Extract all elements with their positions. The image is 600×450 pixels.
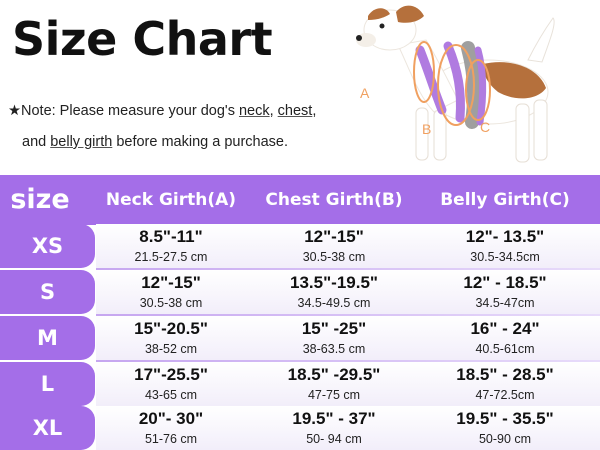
belly-cell: 12" - 18.5" 34.5-47cm	[424, 270, 586, 314]
chest-cell: 13.5"-19.5" 34.5-49.5 cm	[253, 270, 415, 314]
chest-inches: 15" -25"	[301, 319, 367, 338]
chest-inches: 13.5"-19.5"	[290, 273, 378, 292]
row-divider	[96, 314, 600, 316]
size-label: XL	[0, 406, 95, 450]
neck-cell: 20"- 30" 51-76 cm	[96, 406, 246, 450]
belly-cm: 50-90 cm	[478, 432, 532, 446]
note-comma-1: ,	[269, 103, 278, 119]
header-size: size	[10, 184, 70, 215]
row-background	[96, 270, 600, 314]
table-row: S 12"-15" 30.5-38 cm 13.5"-19.5" 34.5-49.5…	[0, 270, 600, 316]
note-chest: chest	[277, 103, 313, 119]
size-label: XS	[0, 224, 95, 268]
neck-cm: 43-65 cm	[144, 388, 198, 402]
belly-cm: 47-72.5cm	[475, 388, 535, 402]
neck-inches: 8.5"-11"	[139, 227, 203, 246]
belly-inches: 12"- 13.5"	[465, 227, 545, 246]
star-icon: ★	[8, 103, 21, 119]
note-line-2: and belly girth before making a purchase…	[8, 127, 403, 158]
neck-cm: 51-76 cm	[144, 432, 198, 446]
belly-cm: 34.5-47cm	[475, 296, 535, 310]
note-and: and	[22, 134, 51, 150]
belly-inches: 18.5" - 28.5"	[456, 365, 554, 384]
size-label: M	[0, 316, 95, 360]
chest-cell: 12"-15" 30.5-38 cm	[253, 224, 415, 268]
neck-inches: 20"- 30"	[138, 409, 204, 428]
size-label: S	[0, 270, 95, 314]
neck-inches: 15"-20.5"	[134, 319, 208, 338]
chest-cm: 47-75 cm	[307, 388, 361, 402]
chest-cm: 34.5-49.5 cm	[297, 296, 371, 310]
size-label: L	[0, 362, 95, 406]
note-prefix: Note: Please measure your dog's	[21, 103, 239, 119]
header-neck-girth: Neck Girth(A)	[105, 190, 237, 210]
table-row: L 17"-25.5" 43-65 cm 18.5" -29.5" 47-75 cm…	[0, 362, 600, 408]
row-divider	[96, 360, 600, 362]
table-row: M 15"-20.5" 38-52 cm 15" -25" 38-63.5 cm 1…	[0, 316, 600, 362]
measure-label-b: B	[422, 121, 431, 137]
neck-cell: 17"-25.5" 43-65 cm	[96, 362, 246, 406]
note-neck: neck	[238, 103, 270, 119]
row-background	[96, 362, 600, 406]
belly-cell: 19.5" - 35.5" 50-90 cm	[424, 406, 586, 450]
belly-cm: 40.5-61cm	[475, 342, 535, 356]
measurement-note: ★Note: Please measure your dog's neck, c…	[8, 96, 403, 158]
chest-cm: 50- 94 cm	[306, 432, 362, 446]
belly-cell: 16" - 24" 40.5-61cm	[424, 316, 586, 360]
row-background	[96, 316, 600, 360]
chest-cell: 15" -25" 38-63.5 cm	[253, 316, 415, 360]
row-background	[96, 224, 600, 268]
neck-cell: 15"-20.5" 38-52 cm	[96, 316, 246, 360]
neck-cell: 12"-15" 30.5-38 cm	[96, 270, 246, 314]
chest-inches: 12"-15"	[304, 227, 364, 246]
neck-cell: 8.5"-11" 21.5-27.5 cm	[96, 224, 246, 268]
page-title: Size Chart	[12, 12, 273, 66]
chest-cm: 38-63.5 cm	[302, 342, 366, 356]
row-divider	[96, 268, 600, 270]
note-belly-girth: belly girth	[50, 134, 113, 150]
dog-harness-image: A B C	[356, 5, 555, 163]
belly-cm: 30.5-34.5cm	[470, 250, 540, 264]
chest-cell: 18.5" -29.5" 47-75 cm	[253, 362, 415, 406]
measure-label-a: A	[360, 85, 370, 101]
belly-cell: 18.5" - 28.5" 47-72.5cm	[424, 362, 586, 406]
table-row: XL 20"- 30" 51-76 cm 19.5" - 37" 50- 94 cm…	[0, 406, 600, 450]
row-background	[96, 406, 600, 450]
chest-inches: 19.5" - 37"	[292, 409, 376, 428]
note-line-1: ★Note: Please measure your dog's neck, c…	[8, 96, 403, 127]
chest-cm: 30.5-38 cm	[302, 250, 366, 264]
table-row: XS 8.5"-11" 21.5-27.5 cm 12"-15" 30.5-38 c…	[0, 224, 600, 270]
belly-inches: 19.5" - 35.5"	[456, 409, 554, 428]
table-header: size Neck Girth(A) Chest Girth(B) Belly …	[0, 175, 600, 225]
neck-inches: 12"-15"	[141, 273, 201, 292]
belly-cell: 12"- 13.5" 30.5-34.5cm	[424, 224, 586, 268]
header-chest-girth: Chest Girth(B)	[265, 190, 403, 210]
header-belly-girth: Belly Girth(C)	[440, 190, 570, 210]
measure-label-c: C	[480, 119, 490, 135]
belly-inches: 16" - 24"	[470, 319, 540, 338]
chest-inches: 18.5" -29.5"	[287, 365, 381, 384]
belly-inches: 12" - 18.5"	[463, 273, 547, 292]
neck-cm: 38-52 cm	[144, 342, 198, 356]
chest-cell: 19.5" - 37" 50- 94 cm	[253, 406, 415, 450]
neck-cm: 30.5-38 cm	[139, 296, 203, 310]
note-suffix: before making a purchase.	[112, 134, 289, 150]
note-comma-2: ,	[312, 103, 317, 119]
neck-inches: 17"-25.5"	[134, 365, 208, 384]
neck-cm: 21.5-27.5 cm	[134, 250, 208, 264]
